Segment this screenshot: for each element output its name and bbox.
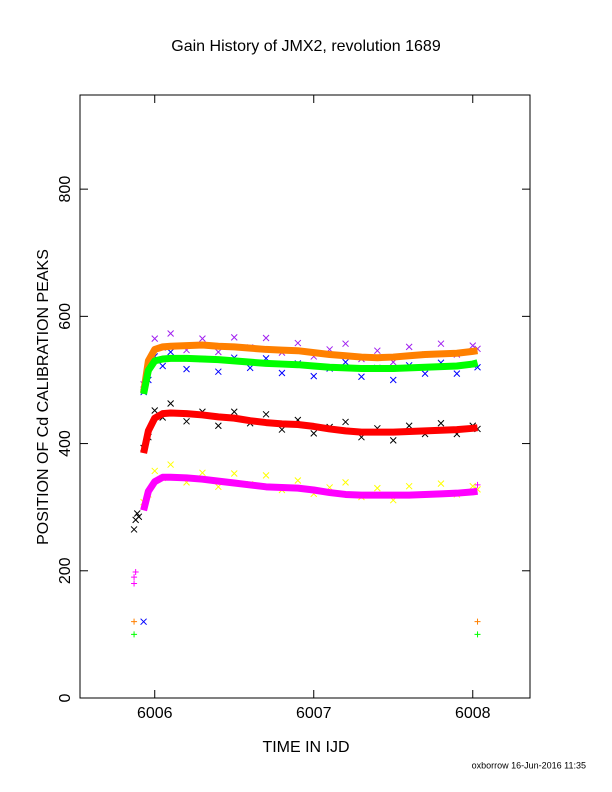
data-point — [151, 407, 159, 414]
data-point — [183, 365, 190, 373]
x-tick-label: 6007 — [296, 705, 332, 722]
data-point — [474, 481, 481, 488]
trend-line — [140, 473, 478, 512]
data-point — [167, 348, 174, 356]
y-tick-label: 200 — [57, 557, 74, 584]
data-point — [214, 422, 222, 430]
y-tick-label: 800 — [57, 176, 74, 203]
data-point — [310, 372, 318, 380]
data-point — [135, 513, 143, 521]
data-point — [373, 347, 381, 355]
data-point — [389, 376, 397, 384]
y-tick-label: 600 — [57, 303, 74, 330]
trend-line — [140, 409, 478, 454]
data-point — [167, 400, 174, 407]
y-tick-label: 400 — [57, 430, 74, 457]
data-point — [183, 417, 190, 425]
data-point — [373, 484, 381, 492]
data-point — [437, 340, 445, 348]
data-point — [130, 526, 138, 533]
data-point — [140, 618, 147, 626]
data-point — [262, 334, 270, 342]
data-point — [342, 418, 349, 426]
data-point — [167, 330, 174, 337]
data-point — [358, 373, 365, 381]
trend-line — [140, 341, 478, 394]
data-point — [421, 370, 429, 377]
data-point — [132, 569, 139, 576]
x-tick-label: 6008 — [455, 705, 491, 722]
data-point — [214, 368, 222, 376]
data-point — [278, 426, 286, 433]
data-point — [230, 408, 238, 416]
data-point — [310, 430, 318, 437]
data-point — [167, 461, 174, 468]
data-point — [474, 618, 481, 625]
data-point — [199, 469, 206, 477]
data-point — [131, 631, 138, 638]
data-point — [131, 574, 138, 581]
data-point — [405, 343, 413, 351]
data-point — [230, 470, 238, 477]
footer: oxborrow 16-Jun-2016 11:35 — [472, 760, 586, 770]
data-point — [437, 419, 445, 427]
chart-title: Gain History of JMX2, revolution 1689 — [171, 38, 441, 55]
data-point — [199, 335, 206, 342]
trend-line — [140, 354, 479, 395]
data-point — [389, 437, 397, 444]
data-point — [453, 370, 461, 377]
data-point — [278, 369, 286, 377]
data-point — [246, 364, 254, 372]
data-point — [159, 362, 167, 370]
data-point — [294, 339, 302, 347]
data-point — [230, 333, 238, 341]
data-point — [131, 618, 138, 625]
data-point — [151, 467, 159, 475]
data-point — [262, 410, 270, 418]
data-point — [405, 422, 413, 430]
y-tick-label: 0 — [57, 693, 74, 702]
data-point — [294, 477, 302, 484]
plot-frame — [79, 94, 531, 699]
data-point — [214, 348, 222, 356]
data-point — [405, 482, 413, 490]
data-point — [131, 580, 138, 587]
data-point — [342, 340, 349, 348]
data-point — [342, 479, 349, 486]
data-point — [437, 480, 445, 487]
x-tick-label: 6006 — [137, 705, 173, 722]
y-axis-label: POSITION OF Cd CALIBRATION PEAKS — [35, 249, 52, 545]
x-axis-label: TIME IN IJD — [262, 739, 349, 756]
data-point — [474, 631, 481, 638]
data-point — [342, 358, 349, 366]
data-point — [151, 335, 159, 342]
data-point — [133, 510, 141, 517]
data-point — [262, 472, 270, 479]
